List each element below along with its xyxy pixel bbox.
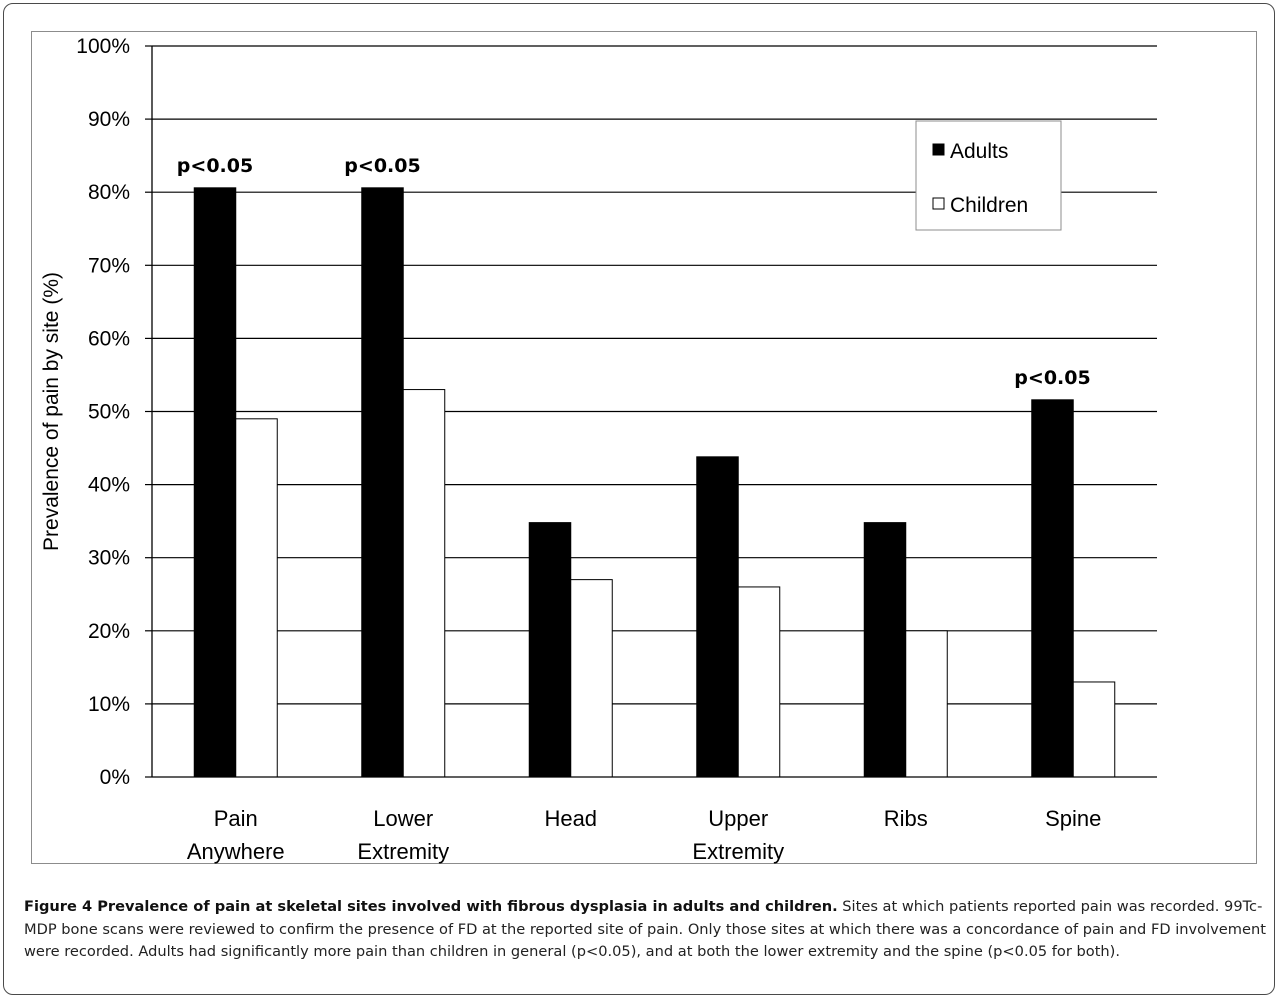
y-tick-label: 100% <box>76 35 130 58</box>
x-category-label: Ribs <box>884 806 928 831</box>
y-tick-label: 70% <box>88 254 130 277</box>
x-category-label: Upper <box>708 806 768 831</box>
x-category-label: Anywhere <box>187 839 285 864</box>
y-tick-label: 40% <box>88 474 130 497</box>
caption-title: Figure 4 Prevalence of pain at skeletal … <box>24 898 838 915</box>
y-tick-label: 80% <box>88 181 130 204</box>
bar-adults-3 <box>697 457 739 777</box>
bar-adults-4 <box>864 523 906 777</box>
bar-adults-1 <box>362 188 404 777</box>
significance-label: p<0.05 <box>344 155 420 177</box>
legend-children-label: Children <box>950 194 1028 217</box>
bar-adults-0 <box>194 188 236 777</box>
significance-label: p<0.05 <box>177 155 253 177</box>
bar-children-3 <box>738 587 780 777</box>
x-category-label: Lower <box>373 806 433 831</box>
bar-children-0 <box>236 419 278 777</box>
y-tick-label: 20% <box>88 620 130 643</box>
bar-chart: 0% 10% 20% 30% 40% 50% 60% 70% 80% 90% 100% p<0.05… <box>31 31 1257 864</box>
y-tick-label: 60% <box>88 327 130 350</box>
y-tick-label: 90% <box>88 108 130 131</box>
legend: Adults Children <box>916 121 1061 230</box>
x-category-label: Spine <box>1045 806 1101 831</box>
bar-adults-5 <box>1032 400 1074 777</box>
bar-children-1 <box>403 390 445 777</box>
y-tick-label: 0% <box>100 766 130 789</box>
x-category-label: Pain <box>214 806 258 831</box>
bar-children-5 <box>1073 682 1115 777</box>
x-category-label: Extremity <box>692 839 784 864</box>
bar-children-2 <box>571 580 613 777</box>
figure-caption: Figure 4 Prevalence of pain at skeletal … <box>24 896 1268 964</box>
legend-adults-swatch <box>933 144 944 155</box>
figure-frame: 0% 10% 20% 30% 40% 50% 60% 70% 80% 90% 100% p<0.05… <box>3 3 1275 995</box>
y-tick-label: 50% <box>88 401 130 424</box>
y-axis-title: Prevalence of pain by site (%) <box>40 272 63 551</box>
bar-children-4 <box>906 631 948 777</box>
legend-adults-label: Adults <box>950 140 1008 163</box>
y-tick-label: 10% <box>88 693 130 716</box>
significance-label: p<0.05 <box>1014 367 1090 389</box>
chart-area: 0% 10% 20% 30% 40% 50% 60% 70% 80% 90% 100% p<0.05… <box>31 31 1257 864</box>
x-category-label: Extremity <box>357 839 449 864</box>
x-category-label: Head <box>544 806 597 831</box>
legend-children-swatch <box>933 198 944 209</box>
bar-adults-2 <box>529 523 571 777</box>
y-tick-label: 30% <box>88 547 130 570</box>
